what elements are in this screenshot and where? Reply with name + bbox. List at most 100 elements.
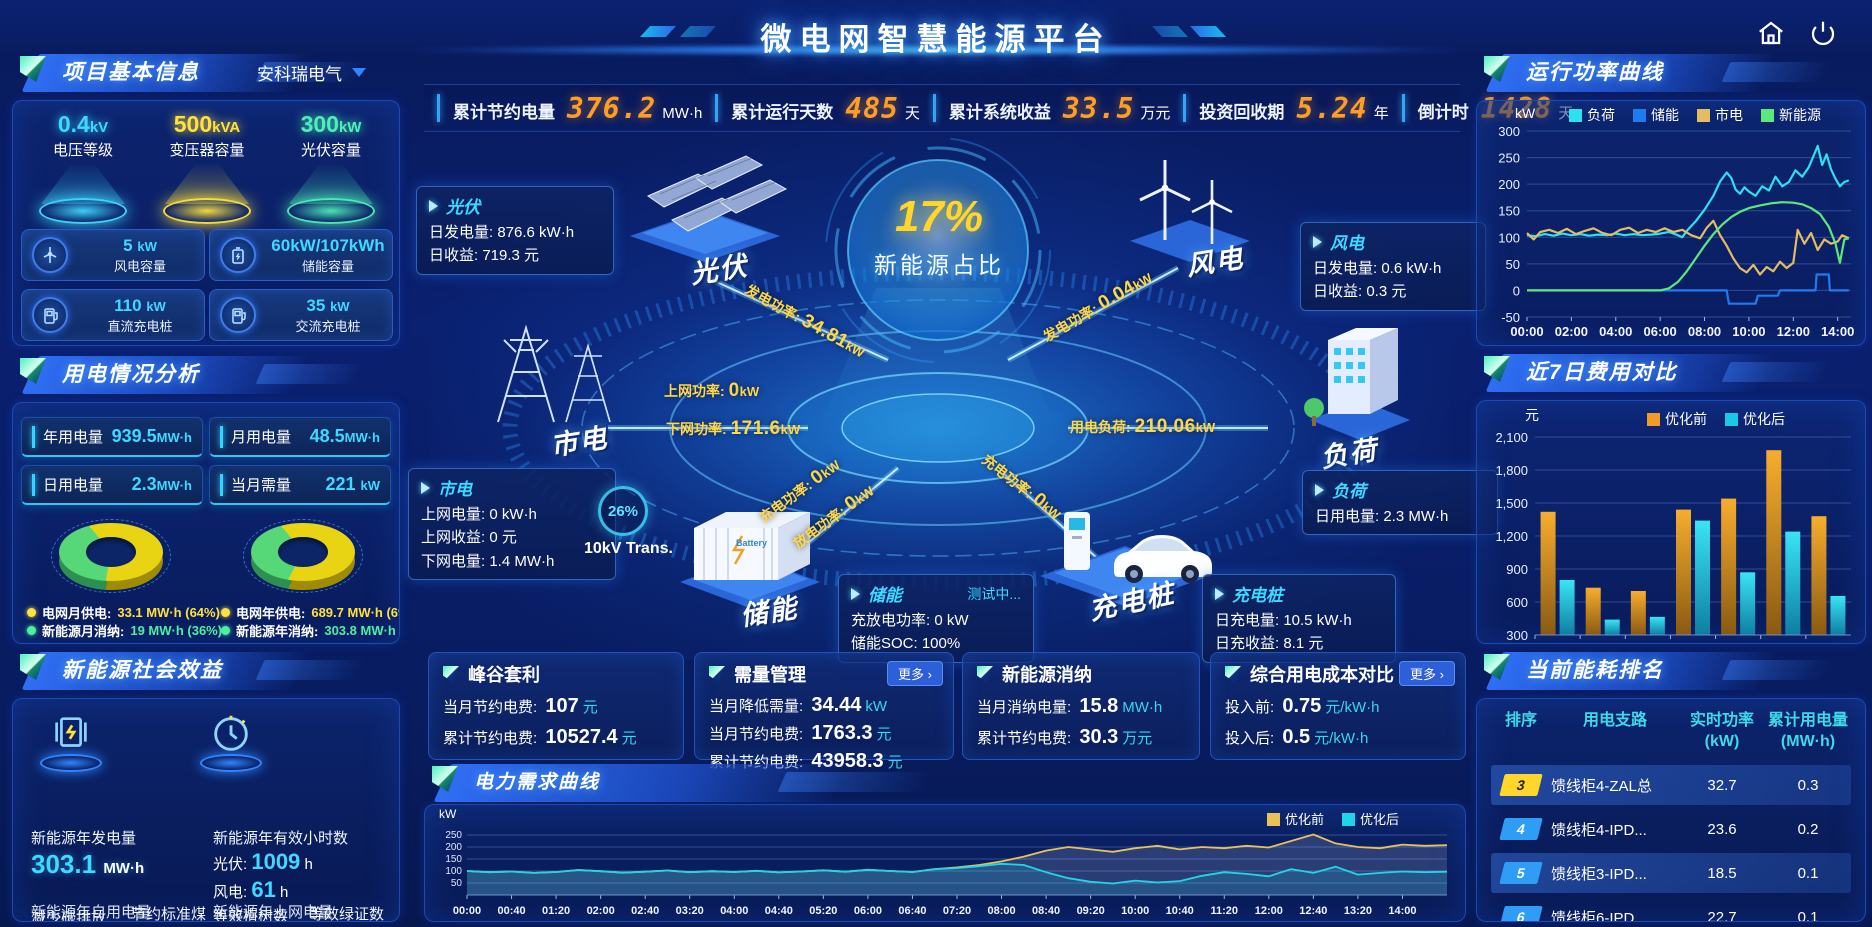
- home-icon[interactable]: [1756, 18, 1786, 48]
- storage-info-card: 储能 测试中... 充放电功率: 0 kW 储能SOC: 100%: [838, 574, 1034, 663]
- panel-title: 电力需求曲线: [474, 772, 601, 793]
- top-bar: 微电网智慧能源平台: [0, 0, 1872, 57]
- flow-load-power: 用电负荷: 210.06kW: [1070, 416, 1216, 437]
- svg-text:04:40: 04:40: [765, 905, 793, 917]
- panel-body: 0.4kV 电压等级 500kVA 变压器容量 300kW 光伏容量 5 kW 风…: [12, 100, 400, 346]
- card-wind-capacity: 5 kW 风电容量: [21, 229, 205, 281]
- svg-text:10:40: 10:40: [1166, 905, 1194, 917]
- hours-clock-icon: [199, 711, 263, 772]
- panel-usage-analysis: 用电情况分析 年用电量 939.5MW·h 月用电量 48.5MW·h 日用电量 2.…: [12, 356, 400, 644]
- panel-body: 新能源年发电量 303.1 MW·h 新能源年有效小时数 光伏: 1009 h …: [12, 698, 400, 922]
- svg-text:10:00: 10:00: [1732, 324, 1765, 339]
- panel-header: 当前能耗排名: [1476, 652, 1866, 690]
- panel-run-power-curve: 运行功率曲线 kW 负荷 储能 市电 新能源 300 250 200 150 100 50…: [1476, 54, 1866, 346]
- more-button[interactable]: 更多 ›: [1399, 661, 1455, 686]
- charger-info-card: 充电桩 日充电量: 10.5 kW·h 日充收益: 8.1 元: [1202, 574, 1396, 663]
- y-axis-unit: kW: [439, 807, 457, 821]
- legend-grid-month: 电网月供电: 33.1 MW·h (64%): [27, 603, 220, 622]
- svg-text:12:00: 12:00: [1777, 324, 1810, 339]
- arrow-icon: [429, 199, 438, 212]
- donut-ring: [51, 519, 171, 593]
- y-axis-unit: 元: [1525, 407, 1539, 423]
- grid-info-card: 市电 上网电量: 0 kW·h 上网收益: 0 元下网电量: 1.4 MW·h: [408, 468, 616, 580]
- svg-text:14:00: 14:00: [1388, 905, 1416, 917]
- panel-header: 新能源社会效益: [12, 652, 400, 690]
- trees-label: 等效植树数: [213, 908, 289, 922]
- svg-text:11:20: 11:20: [1211, 905, 1239, 917]
- transmission-tower-icon: [497, 324, 611, 423]
- svg-text:03:20: 03:20: [676, 905, 704, 917]
- run-power-line-chart: 300 250 200 150 100 50 0 -50 00:00 02:00 04:00 06:0…: [1481, 123, 1859, 345]
- svg-text:900: 900: [1506, 562, 1528, 577]
- feed-in-value: 51.7 MW·h: [213, 921, 307, 922]
- panel-body: 年用电量 939.5MW·h 月用电量 48.5MW·h 日用电量 2.3MW·h 当…: [12, 402, 400, 644]
- svg-text:09:20: 09:20: [1077, 905, 1105, 917]
- svg-text:06:00: 06:00: [854, 905, 882, 917]
- kpi-separator: [932, 94, 936, 122]
- svg-text:1,500: 1,500: [1495, 496, 1528, 511]
- run-chart-legend: 负荷 储能 市电 新能源: [1569, 105, 1821, 125]
- svg-text:07:20: 07:20: [943, 905, 971, 917]
- more-button[interactable]: 更多 ›: [887, 661, 943, 686]
- panel-title: 当前能耗排名: [1526, 659, 1664, 682]
- svg-text:02:00: 02:00: [587, 905, 615, 917]
- company-select-value[interactable]: 安科瑞电气: [257, 65, 342, 84]
- table-row[interactable]: 5 馈线柜3-IPD... 18.5 0.1: [1491, 853, 1851, 893]
- svg-text:300: 300: [1506, 628, 1528, 643]
- panel-title: 项目基本信息: [62, 61, 200, 84]
- arrow-icon: [1215, 587, 1224, 600]
- panel-body: 元 优化前 优化后 2,1001,8001,5001,2009006003002…: [1476, 400, 1866, 644]
- rank-badge: 6: [1499, 906, 1543, 921]
- arrow-icon: [1313, 235, 1322, 248]
- card-ac-charger: 35 kW 交流充电桩: [209, 289, 393, 341]
- svg-text:100: 100: [1498, 230, 1520, 245]
- panel-header: 项目基本信息 安科瑞电气: [12, 54, 400, 92]
- svg-text:08:40: 08:40: [1032, 905, 1060, 917]
- svg-text:600: 600: [1506, 595, 1528, 610]
- svg-text:200: 200: [445, 842, 462, 853]
- svg-text:100: 100: [445, 866, 462, 877]
- svg-text:1,800: 1,800: [1495, 463, 1528, 478]
- panel-body: kW 优化前 优化后 250 200 150 100 50 00:00 00:40 01:20…: [424, 804, 1466, 922]
- table-row[interactable]: 6 馈线柜6-IPD 22.7 0.1: [1491, 897, 1851, 921]
- panel-header: 用电情况分析: [12, 356, 400, 394]
- power-icon[interactable]: [1808, 18, 1838, 48]
- card-corner-icon: [709, 666, 725, 682]
- cost-chart-legend: 优化前 优化后: [1647, 409, 1785, 429]
- svg-text:50: 50: [451, 878, 463, 889]
- svg-text:05:20: 05:20: [809, 905, 837, 917]
- wind-info-card: 风电 日发电量: 0.6 kW·h 日收益: 0.3 元: [1300, 222, 1486, 311]
- transformer-load-ring: 26%: [598, 486, 648, 536]
- svg-text:13:20: 13:20: [1344, 905, 1372, 917]
- panel-project-info: 项目基本信息 安科瑞电气 0.4kV 电压等级 500kVA 变压器容量 300…: [12, 54, 400, 346]
- wind-turbine-icon: [32, 237, 68, 273]
- panel-body: kW 负荷 储能 市电 新能源 300 250 200 150 100 50 0 -50 00:…: [1476, 100, 1866, 346]
- table-row[interactable]: 3 馈线柜4-ZAL总 32.7 0.3: [1491, 765, 1851, 805]
- panel-social-benefit: 新能源社会效益 新能源年发电量 303.1 MW·h 新能源年有效小时数 光伏:…: [12, 652, 400, 922]
- svg-text:10:00: 10:00: [1121, 905, 1149, 917]
- svg-text:2,100: 2,100: [1495, 430, 1528, 445]
- renewable-share-value: 17%: [894, 192, 984, 241]
- table-row[interactable]: 4 馈线柜4-IPD... 23.6 0.2: [1491, 809, 1851, 849]
- gen-label: 新能源年发电量: [31, 830, 137, 847]
- generation-icon: [39, 711, 103, 772]
- flow-feed-in-power: 上网功率: 0kW: [664, 380, 760, 401]
- kpi-run-days: 累计运行天数 485 天: [731, 91, 920, 125]
- svg-text:00:00: 00:00: [1510, 324, 1543, 339]
- svg-text:-50: -50: [1501, 310, 1520, 325]
- cost-bar-chart: 2,1001,8001,5001,2009006003002024-11-222…: [1481, 425, 1859, 643]
- svg-text:06:00: 06:00: [1644, 324, 1677, 339]
- svg-text:06:40: 06:40: [898, 905, 926, 917]
- panel-demand-curve: 电力需求曲线 kW 优化前 优化后 250 200 150 100 50 00:00 00:…: [424, 764, 1466, 922]
- coal-label: 节约标准煤: [131, 906, 207, 922]
- page-title: 微电网智慧能源平台: [760, 22, 1112, 57]
- rank-badge: 5: [1499, 862, 1543, 884]
- chevron-down-icon[interactable]: [352, 68, 366, 77]
- company-select[interactable]: 安科瑞电气: [257, 60, 366, 85]
- svg-text:01:20: 01:20: [542, 905, 570, 917]
- svg-text:02:40: 02:40: [631, 905, 659, 917]
- wind-hours: 风电: 61 h: [213, 877, 289, 902]
- card-corner-icon: [1225, 666, 1241, 682]
- kpi-total-saved-energy: 累计节约电量 376.2 MW·h: [453, 91, 703, 125]
- year-supply-donut-chart: [243, 519, 363, 593]
